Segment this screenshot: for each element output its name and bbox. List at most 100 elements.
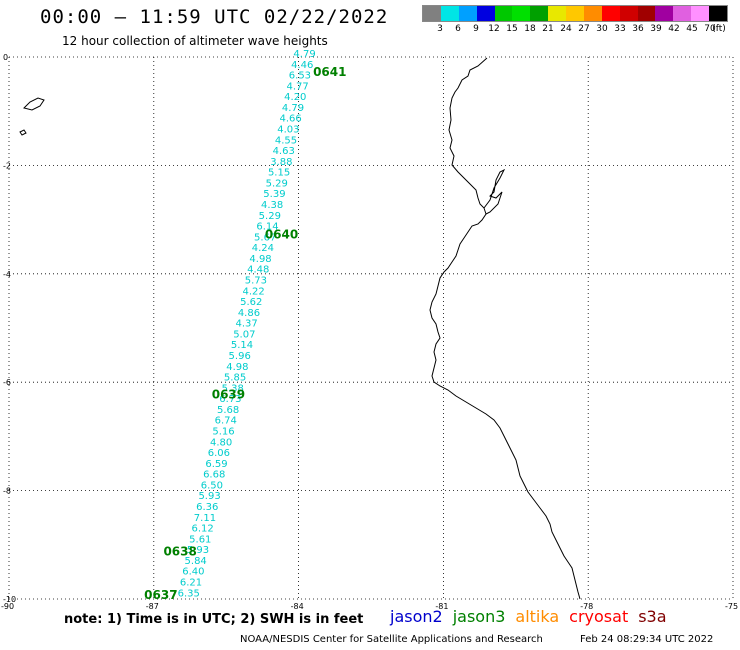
wave-height-value: 4.77 <box>286 81 308 92</box>
island-outline <box>19 129 27 136</box>
lon-tick-label: -81 <box>435 602 448 611</box>
satellite-label-s3a: s3a <box>638 607 667 626</box>
wave-height-value: 5.61 <box>189 534 211 545</box>
wave-height-value: 6.73 <box>219 394 241 405</box>
legend-swatch <box>548 6 566 21</box>
altimeter-track: 6.356.216.405.845.935.616.127.116.365.93… <box>178 49 316 599</box>
legend-swatch <box>566 6 584 21</box>
wave-height-value: 6.68 <box>203 470 225 481</box>
legend-swatch <box>512 6 531 21</box>
legend-label: 9 <box>473 24 479 34</box>
wave-height-value: 4.46 <box>291 60 313 71</box>
lat-tick-label: -8 <box>3 487 11 496</box>
wave-height-value: 6.35 <box>178 588 200 599</box>
wave-height-value: 4.98 <box>226 362 248 373</box>
legend-label: 70 <box>704 24 716 34</box>
wave-height-value: 5.29 <box>266 178 288 189</box>
wave-height-value: 5.14 <box>231 340 253 351</box>
legend-swatch <box>637 6 656 21</box>
wave-height-value: 4.24 <box>252 243 274 254</box>
legend-swatch <box>423 6 441 21</box>
wave-height-value: 5.62 <box>240 297 262 308</box>
wave-height-value: 4.98 <box>249 254 271 265</box>
legend-swatch <box>440 6 459 21</box>
wave-height-value: 4.03 <box>277 125 299 136</box>
wave-height-value: 7.11 <box>194 513 216 524</box>
lon-tick-label: -75 <box>725 602 738 611</box>
wave-height-value: 4.86 <box>238 308 260 319</box>
pass-time-label: 0638 <box>163 545 196 559</box>
lat-tick-label: -10 <box>3 595 16 604</box>
legend-swatch <box>458 6 477 21</box>
legend-label: 18 <box>524 24 536 34</box>
wave-height-value: 6.36 <box>196 502 218 513</box>
satellite-label-altika: altika <box>515 607 560 626</box>
wave-height-value: 4.38 <box>261 200 283 211</box>
wave-height-value: 4.79 <box>282 103 304 114</box>
map-grid <box>8 56 734 600</box>
legend-label: 27 <box>578 24 590 34</box>
page-title: 00:00 — 11:59 UTC 02/22/2022 <box>40 6 389 28</box>
wave-height-value: 4.20 <box>284 92 306 103</box>
legend-label: 36 <box>632 24 644 34</box>
wave-height-value: 4.63 <box>273 146 295 157</box>
legend-label: 15 <box>506 24 518 34</box>
wave-height-value: 5.93 <box>198 491 220 502</box>
wave-height-value: 5.67 <box>254 232 276 243</box>
wave-height-value: 5.73 <box>245 276 267 287</box>
gulf-outline <box>483 168 506 215</box>
legend-label: 6 <box>455 24 461 34</box>
map-axes: 0 -2 -4 -6 -8 -10-90 -87 -84 -81 -78 -75 <box>1 53 738 611</box>
legend-swatch <box>673 6 692 21</box>
credit-text: NOAA/NESDIS Center for Satellite Applica… <box>240 634 543 645</box>
wave-height-value: 5.38 <box>222 383 244 394</box>
wave-height-value: 5.85 <box>224 373 246 384</box>
satellite-label-jason3: jason3 <box>452 607 506 626</box>
wave-height-value: 5.84 <box>185 556 207 567</box>
legend-labels: 3 6 9 12 15 18 21 24 27 30 33 36 39 42 45 70 (ft) <box>422 22 728 36</box>
lon-tick-label: -90 <box>1 602 14 611</box>
legend-label: 30 <box>596 24 608 34</box>
wave-height-value: 5.16 <box>212 427 234 438</box>
wave-height-value: 6.53 <box>289 71 311 82</box>
legend-label: 24 <box>560 24 572 34</box>
coastline <box>429 57 581 600</box>
wave-height-value: 6.74 <box>215 416 237 427</box>
wave-height-value: 4.66 <box>280 114 302 125</box>
legend-swatch <box>691 6 709 21</box>
color-legend: 3 6 9 12 15 18 21 24 27 30 33 36 39 42 45 70 (ft) <box>422 5 728 37</box>
lat-tick-label: -6 <box>3 378 11 387</box>
wave-height-value: 5.07 <box>233 329 255 340</box>
track-time-labels: 0641 0640 0639 0638 0637 <box>144 65 346 602</box>
wave-height-value: 5.29 <box>259 211 281 222</box>
wave-height-value: 5.68 <box>217 405 239 416</box>
wave-height-value: 3.88 <box>270 157 292 168</box>
wave-height-value: 6.50 <box>201 480 223 491</box>
legend-swatch <box>601 6 620 21</box>
satellite-label-cryosat: cryosat <box>569 607 629 626</box>
island-outline <box>23 97 45 111</box>
wave-height-value: 4.22 <box>242 286 264 297</box>
satellite-label-jason2: jason2 <box>390 607 443 626</box>
lat-tick-label: -4 <box>3 270 11 279</box>
satellite-legend: jason2 jason3 altika cryosat s3a <box>390 607 677 626</box>
wave-height-value: 4.80 <box>210 437 232 448</box>
legend-swatch <box>709 6 727 21</box>
wave-height-value: 4.37 <box>236 319 258 330</box>
legend-label: 39 <box>650 24 662 34</box>
pass-time-label: 0639 <box>212 387 245 401</box>
pass-time-label: 0640 <box>265 228 298 242</box>
wave-height-value: 5.15 <box>268 168 290 179</box>
footnote: note: 1) Time is in UTC; 2) SWH is in fe… <box>64 612 364 627</box>
lat-tick-label: 0 <box>3 53 8 62</box>
wave-height-value: 6.14 <box>256 222 278 233</box>
legend-label: 3 <box>437 24 443 34</box>
wave-height-value: 4.79 <box>293 49 315 60</box>
wave-height-value: 6.59 <box>205 459 227 470</box>
legend-label: 12 <box>488 24 500 34</box>
legend-swatch <box>494 6 513 21</box>
lon-tick-label: -87 <box>146 602 159 611</box>
legend-label: 45 <box>686 24 698 34</box>
wave-height-value: 6.40 <box>182 567 204 578</box>
